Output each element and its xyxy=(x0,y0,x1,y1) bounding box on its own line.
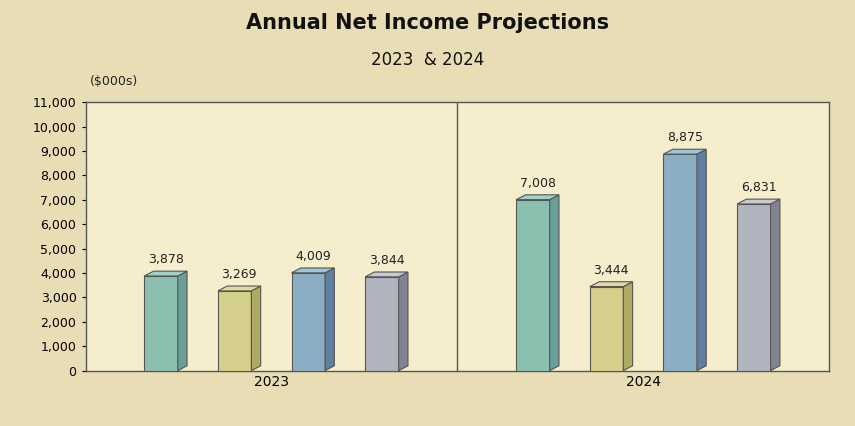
Text: 6,831: 6,831 xyxy=(740,181,776,194)
Text: 4,009: 4,009 xyxy=(295,250,331,263)
Polygon shape xyxy=(623,282,633,371)
Text: Annual Net Income Projections: Annual Net Income Projections xyxy=(246,13,609,33)
Polygon shape xyxy=(178,271,187,371)
FancyBboxPatch shape xyxy=(365,277,398,371)
Text: 3,269: 3,269 xyxy=(221,268,257,281)
FancyBboxPatch shape xyxy=(144,276,178,371)
Polygon shape xyxy=(737,199,780,204)
Polygon shape xyxy=(770,199,780,371)
Polygon shape xyxy=(292,268,334,273)
FancyBboxPatch shape xyxy=(737,204,770,371)
Polygon shape xyxy=(663,149,706,154)
Text: 8,875: 8,875 xyxy=(667,132,703,144)
Polygon shape xyxy=(325,268,334,371)
Polygon shape xyxy=(251,286,261,371)
Polygon shape xyxy=(218,286,261,291)
Polygon shape xyxy=(550,195,559,371)
FancyBboxPatch shape xyxy=(590,287,623,371)
Polygon shape xyxy=(590,282,633,287)
FancyBboxPatch shape xyxy=(292,273,325,371)
FancyBboxPatch shape xyxy=(516,200,550,371)
Polygon shape xyxy=(365,272,408,277)
FancyBboxPatch shape xyxy=(663,154,697,371)
Text: 3,878: 3,878 xyxy=(148,253,184,266)
Polygon shape xyxy=(516,195,559,200)
Text: ($000s): ($000s) xyxy=(90,75,138,88)
Polygon shape xyxy=(697,149,706,371)
FancyBboxPatch shape xyxy=(218,291,251,371)
Polygon shape xyxy=(398,272,408,371)
Text: 3,844: 3,844 xyxy=(369,254,404,267)
Polygon shape xyxy=(144,271,187,276)
Text: 3,444: 3,444 xyxy=(593,264,629,277)
Text: 2023  & 2024: 2023 & 2024 xyxy=(371,51,484,69)
Text: 7,008: 7,008 xyxy=(520,177,556,190)
Legend: Stable, Declining, Rising, Estimated: Stable, Declining, Rising, Estimated xyxy=(282,425,633,426)
